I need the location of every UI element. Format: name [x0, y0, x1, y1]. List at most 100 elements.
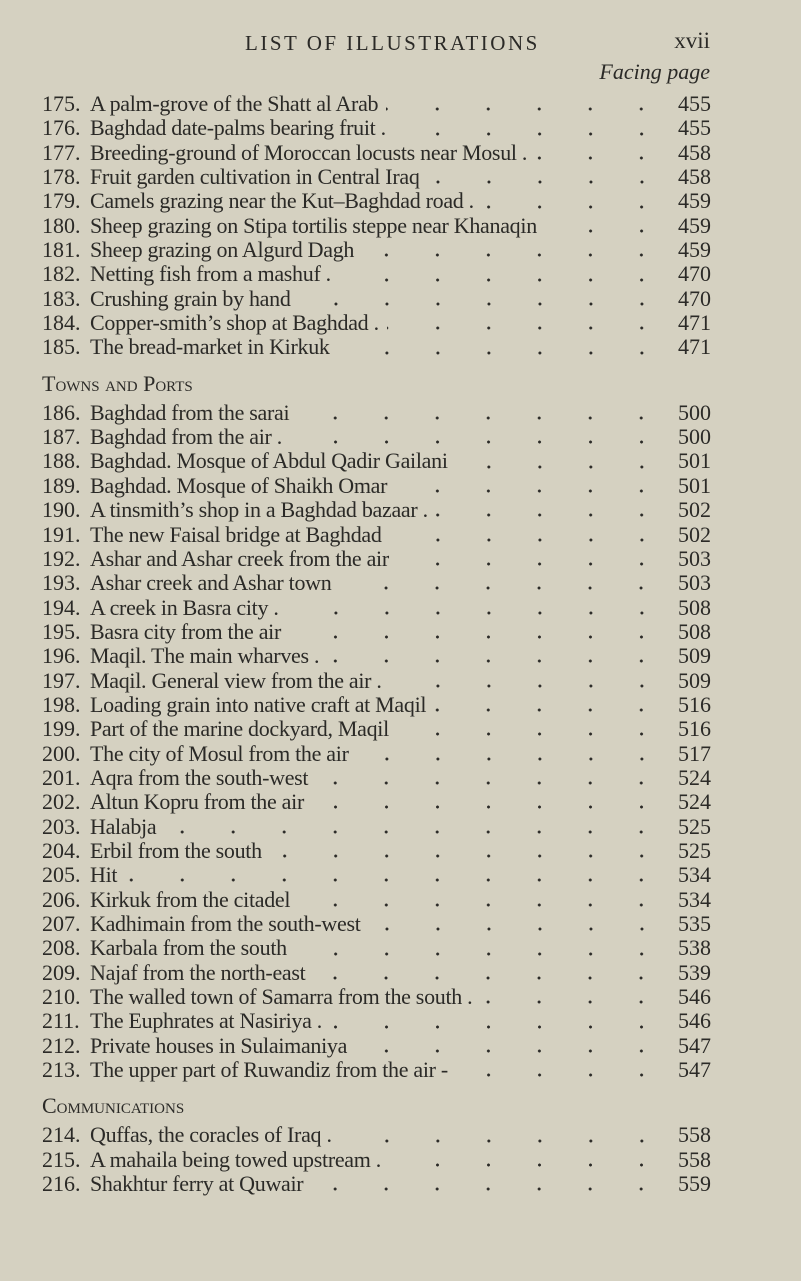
- item-page: 455: [678, 116, 711, 141]
- dot-leader: [125, 878, 667, 883]
- item-number: 189.: [42, 473, 81, 498]
- item-title: Kirkuk from the citadel: [90, 887, 291, 912]
- dot-leader: [339, 1138, 667, 1143]
- dot-leader: [395, 488, 667, 493]
- item-page: 503: [678, 546, 711, 571]
- dot-leader: [434, 708, 667, 713]
- item-number: 197.: [42, 668, 81, 693]
- list-item: 210. The walled town of Samarra from the …: [42, 985, 711, 1009]
- item-number: 199.: [42, 717, 81, 742]
- item-title: Ashar creek and Ashar town: [90, 571, 332, 596]
- item-page: 525: [678, 814, 711, 839]
- item-page: 500: [678, 400, 711, 425]
- item-title: Maqil. General view from the air .: [90, 668, 382, 693]
- running-header: LIST OF ILLUSTRATIONS xvii: [0, 28, 801, 58]
- item-page: 516: [678, 692, 711, 717]
- dot-leader: [389, 683, 667, 688]
- item-number: 210.: [42, 985, 81, 1010]
- section-heading: Communications: [42, 1093, 185, 1119]
- list-item: 213. The upper part of Ruwandiz from the …: [42, 1058, 711, 1082]
- dot-leader: [435, 513, 667, 518]
- item-page: 538: [678, 936, 711, 961]
- dot-leader: [393, 131, 667, 136]
- item-number: 191.: [42, 522, 81, 547]
- item-title: A tinsmith’s shop in a Baghdad bazaar .: [90, 498, 428, 523]
- list-item: 191. The new Faisal bridge at Baghdad 502: [42, 523, 711, 547]
- dot-leader: [356, 756, 667, 761]
- list-item: 203. Halabja 525: [42, 815, 711, 839]
- list-item: 214. Quffas, the coracles of Iraq . 558: [42, 1123, 711, 1147]
- dot-leader: [311, 805, 667, 810]
- item-title: Part of the marine dockyard, Maqil: [90, 717, 389, 742]
- item-number: 213.: [42, 1058, 81, 1083]
- item-page: 502: [678, 522, 711, 547]
- dot-leader: [355, 1048, 667, 1053]
- item-page: 558: [678, 1123, 711, 1148]
- dot-leader: [286, 610, 667, 615]
- dot-leader: [338, 277, 667, 282]
- item-title: Sheep grazing on Stipa tortilis steppe n…: [90, 213, 537, 238]
- item-page: 558: [678, 1147, 711, 1172]
- item-page: 503: [678, 571, 711, 596]
- list-item: 181. Sheep grazing on Algurd Dagh 459: [42, 238, 711, 262]
- list-item: 201. Aqra from the south-west 524: [42, 766, 711, 790]
- list-item: 182. Netting fish from a mashuf . 470: [42, 262, 711, 286]
- item-title: Baghdad from the sarai: [90, 400, 290, 425]
- item-number: 175.: [42, 92, 81, 116]
- item-title: Baghdad from the air .: [90, 425, 282, 450]
- list-item: 177. Breeding-ground of Moroccan locusts …: [42, 141, 711, 165]
- item-title: Altun Kopru from the air: [90, 790, 304, 815]
- list-item: 194. A creek in Basra city . 508: [42, 596, 711, 620]
- item-title: Hit: [90, 863, 118, 888]
- item-number: 203.: [42, 814, 81, 839]
- dot-leader: [329, 1024, 667, 1029]
- list-item: 208. Karbala from the south 538: [42, 936, 711, 960]
- item-number: 177.: [42, 140, 81, 165]
- dot-leader: [289, 635, 667, 640]
- item-title: Copper-smith’s shop at Baghdad .: [90, 311, 379, 336]
- list-item: 204. Erbil from the south 525: [42, 839, 711, 863]
- list-item: 205. Hit 534: [42, 863, 711, 887]
- item-number: 200.: [42, 741, 81, 766]
- dot-leader: [396, 562, 667, 567]
- list-item: 189. Baghdad. Mosque of Shaikh Omar 501: [42, 474, 711, 498]
- item-number: 204.: [42, 838, 81, 863]
- item-number: 195.: [42, 619, 81, 644]
- item-page: 502: [678, 498, 711, 523]
- item-title: Kadhimain from the south-west: [90, 912, 361, 936]
- dot-leader: [294, 951, 667, 956]
- item-page: 508: [678, 619, 711, 644]
- item-title: The city of Mosul from the air: [90, 741, 349, 766]
- dot-leader: [327, 659, 667, 664]
- item-page: 547: [678, 1058, 711, 1083]
- section-heading: Towns and Ports: [42, 370, 193, 396]
- list-item: 183. Crushing grain by hand 470: [42, 287, 711, 311]
- item-title: Fruit garden cultivation in Central Iraq: [90, 165, 420, 190]
- list-item: 215. A mahaila being towed upstream . 558: [42, 1148, 711, 1172]
- dot-leader: [311, 1187, 667, 1192]
- item-page: 534: [678, 887, 711, 912]
- item-title: The walled town of Samarra from the sout…: [90, 985, 473, 1010]
- item-title: Basra city from the air: [90, 619, 282, 644]
- dot-leader: [313, 975, 667, 980]
- item-page: 459: [678, 189, 711, 214]
- item-page: 500: [678, 425, 711, 450]
- item-number: 186.: [42, 400, 81, 425]
- item-title: The Euphrates at Nasiriya .: [90, 1009, 322, 1034]
- dot-leader: [455, 1073, 667, 1078]
- item-title: Loading grain into native craft at Maqil: [90, 692, 427, 717]
- item-page: 508: [678, 595, 711, 620]
- item-page: 559: [678, 1172, 711, 1197]
- list-item: 190. A tinsmith’s shop in a Baghdad bazaa…: [42, 498, 711, 522]
- dot-leader: [339, 586, 667, 591]
- item-number: 183.: [42, 286, 81, 311]
- item-number: 185.: [42, 335, 81, 360]
- list-item: 209. Najaf from the north-east 539: [42, 961, 711, 985]
- dot-leader: [298, 902, 667, 907]
- item-page: 459: [678, 238, 711, 263]
- list-item: 200. The city of Mosul from the air 517: [42, 742, 711, 766]
- dot-leader: [427, 180, 667, 185]
- dot-leader: [337, 350, 667, 355]
- item-page: 501: [678, 473, 711, 498]
- item-page: 470: [678, 262, 711, 287]
